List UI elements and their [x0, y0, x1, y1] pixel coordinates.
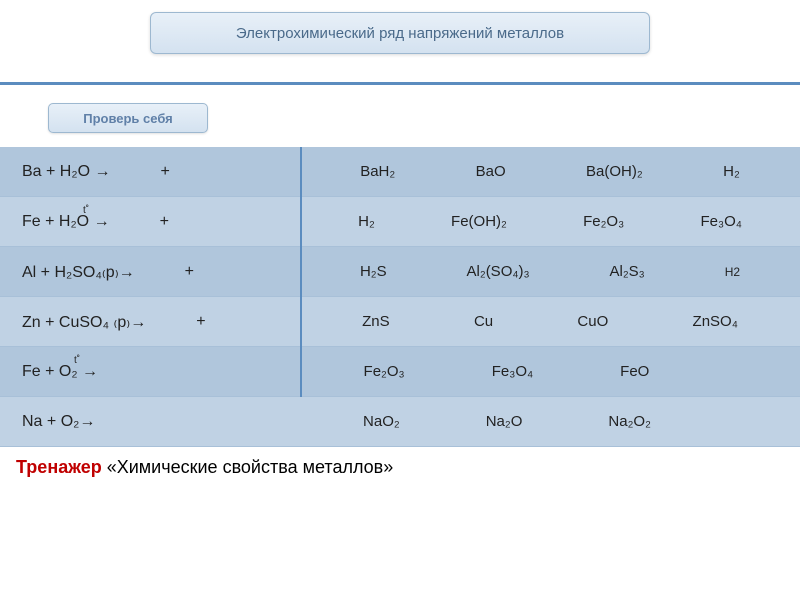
check-label: Проверь себя: [83, 111, 173, 126]
reaction-lhs: t˚ Fe + O₂ →: [0, 347, 300, 396]
vertical-separator: [300, 147, 302, 397]
opt[interactable]: Fe₃O₄: [492, 363, 533, 380]
reaction-options[interactable]: H₂ Fe(OH)₂ Fe₂O₃ Fe₃O₄: [300, 197, 800, 246]
plus-sign: +: [185, 263, 194, 281]
opt[interactable]: H2: [725, 265, 740, 279]
opt[interactable]: BaH₂: [360, 163, 395, 180]
opt[interactable]: H₂S: [360, 263, 387, 280]
table-row: Ba + H₂O → + BaH₂ BaO Ba(OH)₂ H₂: [0, 147, 800, 197]
equation: Fe + O₂ →: [22, 363, 98, 381]
table-row: Al + H₂SO₄₍p₎→ + H₂S Al₂(SO₄)₃ Al₂S₃ H2: [0, 247, 800, 297]
opt[interactable]: Fe₂O₃: [583, 213, 624, 230]
reaction-lhs: Zn + CuSO₄ ₍p₎→ +: [0, 297, 300, 346]
table-row: t˚ Fe + H₂O → + H₂ Fe(OH)₂ Fe₂O₃ Fe₃O₄: [0, 197, 800, 247]
reaction-lhs: Al + H₂SO₄₍p₎→ +: [0, 247, 300, 296]
reaction-options[interactable]: Fe₂O₃ Fe₃O₄ FeO: [300, 347, 800, 396]
table-row: t˚ Fe + O₂ → Fe₂O₃ Fe₃O₄ FeO: [0, 347, 800, 397]
reaction-options[interactable]: BaH₂ BaO Ba(OH)₂ H₂: [300, 147, 800, 196]
title-text: Электрохимический ряд напряжений металло…: [236, 25, 564, 42]
reaction-options[interactable]: NaO₂ Na₂O Na₂O₂: [300, 397, 800, 446]
temp-mark: t˚: [74, 355, 80, 366]
opt[interactable]: Na₂O: [486, 413, 523, 430]
opt[interactable]: CuO: [577, 313, 608, 330]
opt[interactable]: Ba(OH)₂: [586, 163, 643, 180]
opt[interactable]: NaO₂: [363, 413, 400, 430]
opt[interactable]: Cu: [474, 313, 493, 330]
opt[interactable]: H₂: [723, 163, 740, 180]
equation: Zn + CuSO₄ ₍p₎→: [22, 312, 146, 332]
opt[interactable]: Fe₂O₃: [364, 363, 405, 380]
table-row: Zn + CuSO₄ ₍p₎→ + ZnS Cu CuO ZnSO₄: [0, 297, 800, 347]
reaction-options[interactable]: ZnS Cu CuO ZnSO₄: [300, 297, 800, 346]
opt[interactable]: BaO: [476, 163, 506, 180]
temp-mark: t˚: [83, 205, 89, 216]
footer-black: «Химические свойства металлов»: [107, 457, 394, 477]
footer-red: Тренажер: [16, 457, 107, 477]
plus-sign: +: [196, 313, 205, 331]
reactions-table: Ba + H₂O → + BaH₂ BaO Ba(OH)₂ H₂ t˚ Fe +…: [0, 147, 800, 447]
reaction-lhs: t˚ Fe + H₂O → +: [0, 197, 300, 246]
equation: Na + O₂→: [22, 413, 95, 431]
plus-sign: +: [160, 213, 169, 231]
opt[interactable]: H₂: [358, 213, 375, 230]
opt[interactable]: ZnS: [362, 313, 390, 330]
opt[interactable]: ZnSO₄: [693, 313, 738, 330]
equation: Al + H₂SO₄₍p₎→: [22, 262, 135, 282]
equation: Fe + H₂O →: [22, 213, 110, 231]
check-yourself-box: Проверь себя: [48, 103, 208, 133]
opt[interactable]: Fe(OH)₂: [451, 213, 507, 230]
reaction-lhs: Ba + H₂O → +: [0, 147, 300, 196]
plus-sign: +: [160, 163, 169, 181]
top-divider: [0, 82, 800, 85]
reaction-options[interactable]: H₂S Al₂(SO₄)₃ Al₂S₃ H2: [300, 247, 800, 296]
opt[interactable]: Al₂S₃: [610, 263, 645, 280]
chemistry-slide: Электрохимический ряд напряжений металло…: [0, 12, 800, 612]
opt[interactable]: FeO: [620, 363, 649, 380]
table-row: Na + O₂→ NaO₂ Na₂O Na₂O₂: [0, 397, 800, 447]
equation: Ba + H₂O →: [22, 163, 110, 181]
opt[interactable]: Fe₃O₄: [700, 213, 741, 230]
opt[interactable]: Al₂(SO₄)₃: [467, 263, 530, 280]
title-box: Электрохимический ряд напряжений металло…: [150, 12, 650, 54]
opt[interactable]: Na₂O₂: [608, 413, 651, 430]
reaction-lhs: Na + O₂→: [0, 397, 300, 446]
footer-line: Тренажер «Химические свойства металлов»: [16, 457, 800, 478]
